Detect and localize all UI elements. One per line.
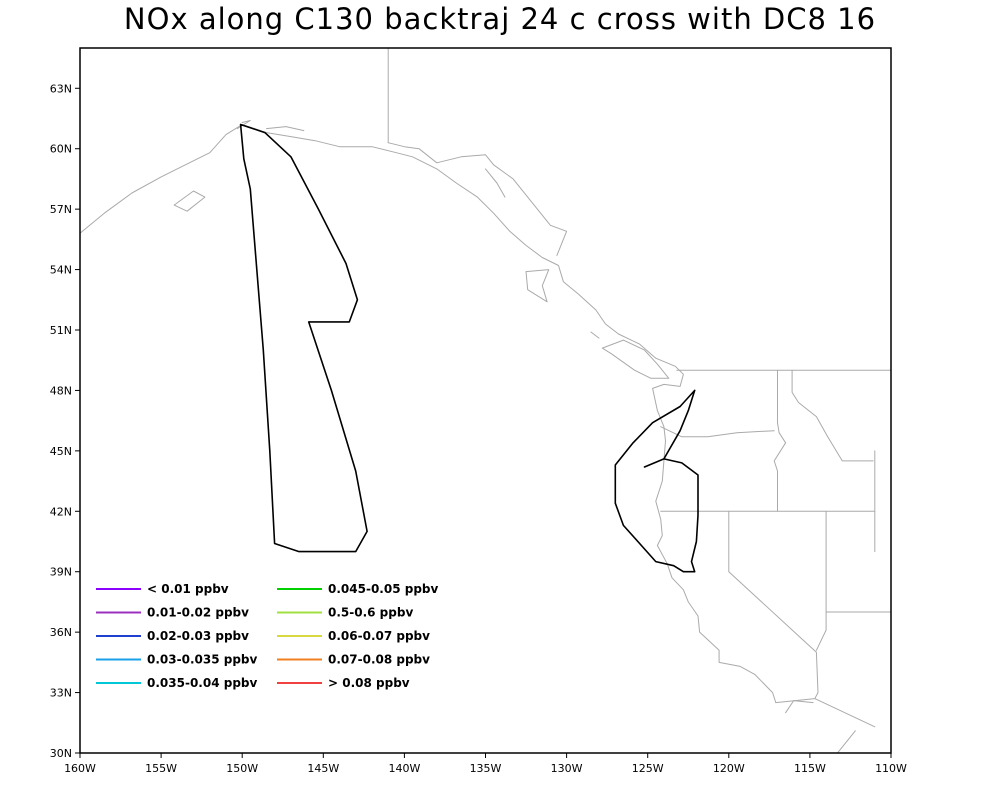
chart-title: NOx along C130 backtraj 24 c cross with …: [123, 2, 877, 36]
plot-frame: [79, 47, 892, 754]
legend-item: 0.5-0.6 ppbv: [277, 606, 413, 620]
x-tick-label: 160W: [64, 762, 96, 775]
x-tick-label: 115W: [794, 762, 826, 775]
x-tick-label: 130W: [551, 762, 583, 775]
coastline: [266, 126, 305, 132]
coastline: [485, 168, 506, 198]
x-tick-label: 110W: [875, 762, 907, 775]
legend-label: 0.045-0.05 ppbv: [328, 582, 438, 596]
y-tick-label: 57N: [50, 203, 72, 216]
y-tick-label: 33N: [50, 687, 72, 700]
boundary-line: [773, 369, 787, 512]
y-tick-label: 60N: [50, 143, 72, 156]
boundary-line: [660, 426, 775, 438]
y-tick-label: 36N: [50, 626, 72, 639]
legend-label: 0.06-0.07 ppbv: [328, 629, 430, 643]
legend-label: > 0.08 ppbv: [328, 676, 410, 690]
y-tick-label: 45N: [50, 445, 72, 458]
coastline: [173, 190, 206, 212]
legend-label: 0.5-0.6 ppbv: [328, 606, 413, 620]
legend-label: < 0.01 ppbv: [147, 582, 229, 596]
y-tick-label: 48N: [50, 384, 72, 397]
boundary-line: [775, 698, 876, 728]
legend-label: 0.02-0.03 ppbv: [147, 629, 249, 643]
y-tick-label: 39N: [50, 566, 72, 579]
boundary-line: [815, 510, 827, 651]
legend-item: 0.02-0.03 ppbv: [96, 629, 249, 643]
legend-item: 0.03-0.035 ppbv: [96, 653, 257, 667]
axis-ticks: 160W 155W 150W 145W 140W 135W 130W 125W 120W 115W…: [50, 82, 907, 775]
legend-label: 0.03-0.035 ppbv: [147, 653, 257, 667]
y-tick-label: 51N: [50, 324, 72, 337]
trajectory-path: [239, 123, 368, 553]
coastline: [80, 124, 777, 704]
y-tick-label: 54N: [50, 264, 72, 277]
x-tick-label: 140W: [388, 762, 420, 775]
legend-item: > 0.08 ppbv: [277, 676, 410, 690]
coastline: [236, 120, 251, 130]
trajectory-layer: [239, 123, 699, 573]
legend-label: 0.035-0.04 ppbv: [147, 676, 257, 690]
coastline-layer: [80, 120, 856, 753]
legend-item: 0.06-0.07 ppbv: [277, 629, 430, 643]
y-tick-label: 42N: [50, 505, 72, 518]
legend-item: 0.035-0.04 ppbv: [96, 676, 257, 690]
y-tick-label: 30N: [50, 747, 72, 760]
x-tick-label: 135W: [470, 762, 502, 775]
border-layer: [387, 48, 891, 728]
coastline: [590, 331, 600, 339]
x-tick-label: 150W: [226, 762, 258, 775]
y-tick-label: 63N: [50, 82, 72, 95]
boundary-line: [728, 510, 819, 700]
coastline: [785, 700, 814, 714]
coastline: [525, 269, 550, 303]
legend-item: 0.01-0.02 ppbv: [96, 606, 249, 620]
x-tick-label: 145W: [307, 762, 339, 775]
legend-item: < 0.01 ppbv: [96, 582, 229, 596]
legend-item: 0.045-0.05 ppbv: [277, 582, 438, 596]
x-tick-label: 120W: [713, 762, 745, 775]
legend-label: 0.01-0.02 ppbv: [147, 606, 249, 620]
legend: < 0.01 ppbv 0.01-0.02 ppbv 0.02-0.03 ppbv 0…: [96, 582, 438, 690]
boundary-line: [387, 142, 568, 256]
boundary-line: [791, 369, 874, 462]
x-tick-label: 155W: [145, 762, 177, 775]
trajectory-path: [614, 389, 699, 573]
coastline: [601, 339, 670, 379]
legend-item: 0.07-0.08 ppbv: [277, 653, 430, 667]
legend-label: 0.07-0.08 ppbv: [328, 653, 430, 667]
x-tick-label: 125W: [632, 762, 664, 775]
